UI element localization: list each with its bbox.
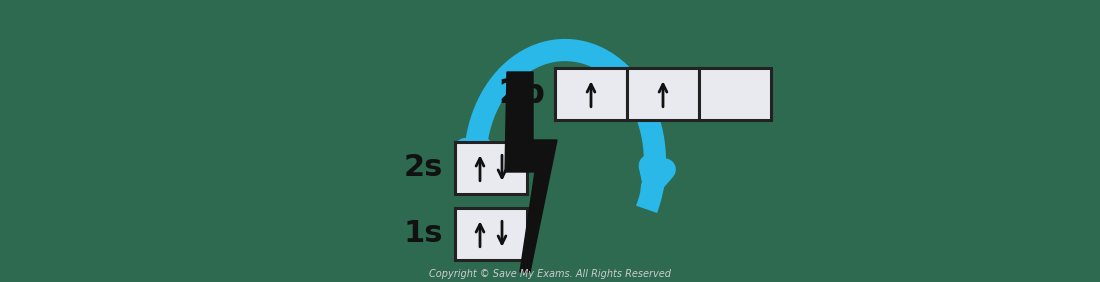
Bar: [556, 68, 627, 120]
Bar: [627, 68, 698, 120]
Text: 2p: 2p: [498, 78, 544, 111]
Text: Copyright © Save My Exams. All Rights Reserved: Copyright © Save My Exams. All Rights Re…: [429, 269, 671, 279]
Bar: [455, 208, 527, 260]
Polygon shape: [505, 72, 557, 272]
Bar: [455, 142, 527, 194]
Text: 1s: 1s: [404, 219, 443, 248]
Text: 2s: 2s: [404, 153, 443, 182]
Bar: [698, 68, 771, 120]
